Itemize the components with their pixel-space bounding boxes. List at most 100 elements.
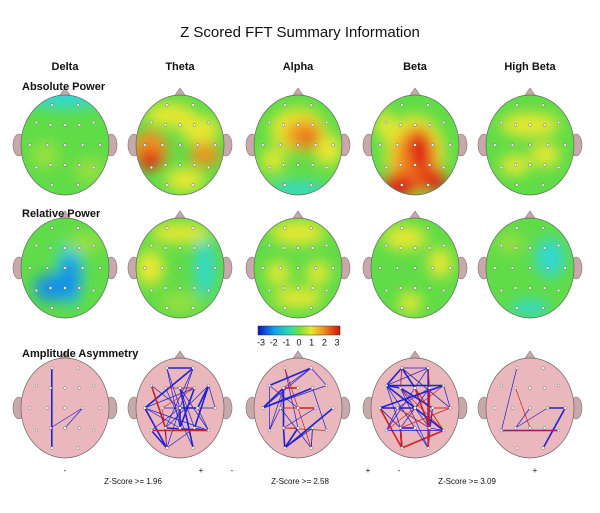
electrode <box>398 426 403 430</box>
asymmetry-line <box>401 367 416 389</box>
electrode <box>325 288 329 293</box>
electrode <box>556 120 561 125</box>
asymmetry-line <box>151 385 181 409</box>
head-maps <box>12 87 583 459</box>
electrode <box>413 143 417 147</box>
topo-blob <box>530 143 560 167</box>
electrode <box>34 165 38 170</box>
asymmetry-line <box>400 387 444 431</box>
colorbar <box>257 325 341 336</box>
electrode <box>515 226 519 230</box>
electrode <box>165 183 169 187</box>
row-label: Amplitude Asymmetry <box>22 348 139 360</box>
asymmetry-line <box>269 407 281 431</box>
topo-blobs <box>136 223 215 313</box>
head <box>245 350 351 459</box>
electrode <box>310 286 315 290</box>
electrode <box>213 143 217 147</box>
electrode <box>178 163 182 167</box>
electrode <box>261 406 265 410</box>
electrode <box>178 286 182 290</box>
electrode <box>149 383 153 388</box>
head <box>12 350 118 459</box>
electrode <box>63 386 67 390</box>
electrode <box>442 383 446 388</box>
electrode <box>431 266 435 270</box>
electrode <box>91 243 96 248</box>
electrode <box>283 366 287 370</box>
electrode <box>331 266 335 270</box>
column-header: Alpha <box>283 61 314 73</box>
electrode <box>528 143 532 147</box>
electrode <box>499 165 503 170</box>
electrode <box>278 406 282 410</box>
electrode <box>427 246 432 250</box>
electrode <box>76 366 80 370</box>
electrode <box>314 406 318 410</box>
asymmetry-line <box>542 407 566 449</box>
electrode <box>384 243 388 248</box>
electrode <box>34 428 38 433</box>
electrode <box>149 428 153 433</box>
head <box>477 210 583 319</box>
electrode <box>542 286 547 290</box>
head-outline <box>485 94 575 196</box>
electrode <box>77 123 82 127</box>
asymmetry-line <box>144 407 209 431</box>
asymmetry-line <box>179 387 194 449</box>
electrode <box>384 288 388 293</box>
legend-minus: - <box>231 466 234 475</box>
electrode <box>267 243 271 248</box>
electrode <box>448 143 452 147</box>
electrode <box>325 120 329 125</box>
electrode <box>563 406 567 410</box>
electrode <box>160 266 164 270</box>
asymmetry-line <box>400 387 434 409</box>
electrode <box>510 143 515 147</box>
head <box>362 210 468 319</box>
electrode <box>427 163 432 167</box>
electrode <box>400 226 404 230</box>
electrode <box>63 123 67 127</box>
asymmetry-line <box>64 407 83 429</box>
electrode <box>427 286 432 290</box>
topo-blob <box>496 233 524 253</box>
electrode <box>296 266 300 270</box>
electrode <box>48 286 53 290</box>
topo-blob <box>428 248 452 278</box>
electrode <box>331 143 335 147</box>
asymmetry-line <box>443 385 451 409</box>
electrode <box>163 426 168 430</box>
asymmetry-line <box>515 407 548 429</box>
electrode <box>80 266 85 270</box>
colorbar-tick: -3 <box>257 337 265 347</box>
topo-blob <box>136 250 164 286</box>
head-outline <box>253 217 343 319</box>
electrode <box>63 143 67 147</box>
electrode <box>80 406 85 410</box>
electrode <box>165 103 169 107</box>
head <box>127 350 233 459</box>
electrode <box>178 123 182 127</box>
electrode <box>45 266 49 270</box>
topo-blob <box>31 141 59 169</box>
asymmetry-line <box>50 407 83 429</box>
electrode <box>149 120 153 125</box>
electrode <box>528 246 532 250</box>
electrode <box>165 226 169 230</box>
electrode <box>563 143 567 147</box>
head-outline <box>370 217 460 319</box>
asymmetry-line <box>386 385 416 429</box>
electrode <box>28 266 32 270</box>
topo-blob <box>195 238 215 298</box>
electrode <box>45 406 49 410</box>
electrode <box>556 243 561 248</box>
column-header: High Beta <box>504 61 556 73</box>
topo-blob <box>273 288 323 308</box>
electrode <box>325 243 329 248</box>
electrode <box>545 406 550 410</box>
electrode <box>310 163 315 167</box>
electrode <box>309 183 313 187</box>
legend-minus: - <box>398 466 401 475</box>
topo-blob <box>382 173 418 195</box>
